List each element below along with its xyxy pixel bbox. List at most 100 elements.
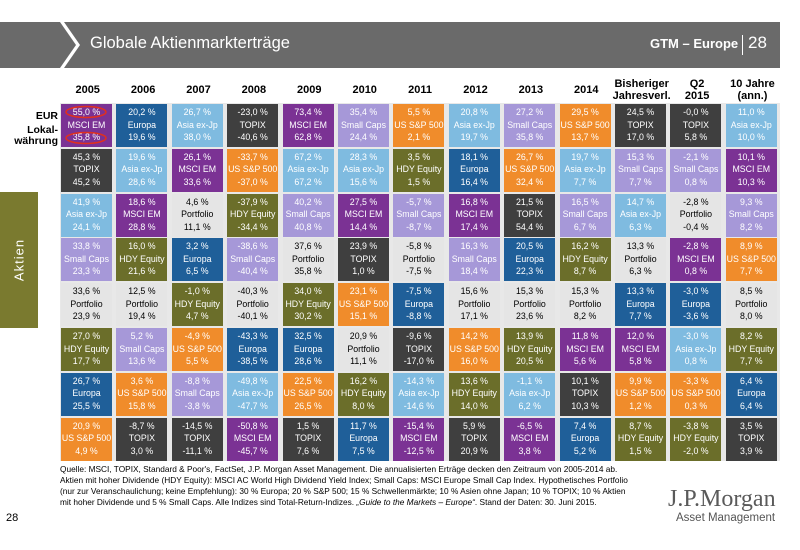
asset-class: TOPIX — [184, 433, 211, 444]
column-header: Q2 2015 — [684, 78, 710, 102]
return-cell: 8,2 % HDY Equity 7,7 % — [725, 328, 777, 371]
local-return: 1,5 % — [407, 176, 431, 187]
eur-return: 6,4 % — [740, 375, 763, 386]
return-cell: 13,6 % HDY Equity 14,0 % — [448, 372, 500, 416]
local-return: 32,4 % — [515, 176, 544, 187]
asset-class: Portfolio — [291, 253, 325, 264]
asset-class: HDY Equity — [63, 343, 110, 354]
eur-return: -8,7 % — [129, 420, 155, 431]
row-label-local-2: währung — [14, 135, 58, 147]
eur-return: 3,5 % — [740, 420, 763, 431]
eur-return: -3,8 % — [683, 420, 709, 431]
eur-return: -23,0 % — [237, 107, 268, 117]
source-footnote: Quelle: MSCI, TOPIX, Standard & Poor's, … — [60, 464, 635, 508]
return-cell: 13,3 % Portfolio 6,3 % — [615, 238, 666, 282]
eur-return: 27,5 % — [349, 196, 378, 207]
return-cell: 18,1 % Europa 16,4 % — [448, 148, 500, 192]
return-cell: -23,0 % TOPIX -40,6 % — [227, 104, 279, 147]
local-return: -3,8 % — [184, 400, 211, 411]
asset-class: US S&P 500 — [394, 119, 444, 130]
asset-class: TOPIX — [350, 253, 377, 264]
local-return: 23,3 % — [72, 266, 101, 277]
column-header: 2008 — [241, 84, 267, 96]
return-cell: -5,8 % Portfolio -7,5 % — [393, 238, 445, 282]
asset-class: Portfolio — [70, 298, 103, 309]
return-cell: 8,5 % Portfolio 8,0 % — [725, 283, 777, 327]
eur-return: -4,9 % — [184, 331, 211, 341]
local-return: -0,4 % — [683, 221, 709, 232]
eur-return: -5,8 % — [406, 241, 432, 252]
eur-return: 32,5 % — [294, 331, 322, 341]
asset-class: Asia ex-Jp — [121, 164, 163, 175]
asset-class: Small Caps — [341, 119, 386, 130]
local-return: 6,3 % — [629, 266, 652, 277]
return-cell: -50,8 % MSCI EM -45,7 % — [227, 417, 279, 461]
eur-return: 41,9 % — [72, 196, 101, 207]
asset-class: HDY Equity — [174, 298, 220, 309]
column-header: 2012 — [463, 84, 488, 96]
local-return: 28,6 % — [294, 356, 322, 366]
eur-return: -1,0 % — [184, 286, 211, 297]
column-header: 2007 — [186, 84, 211, 96]
asset-class: Europa — [737, 388, 766, 399]
asset-class: Europa — [127, 119, 157, 130]
eur-return: -8,8 % — [184, 375, 211, 386]
eur-return: 16,3 % — [460, 241, 488, 252]
local-return: 17,4 % — [460, 221, 488, 232]
eur-return: -43,3 % — [237, 331, 268, 341]
eur-return: 5,5 % — [407, 107, 431, 117]
footnote-guide-title: „Guide to the Markets – Europe“ — [356, 497, 475, 507]
return-cell: 4,6 % Portfolio 11,1 % — [171, 193, 223, 237]
footnote-date: . Stand der Daten: 30. Juni 2015. — [474, 497, 597, 507]
return-cell: 5,2 % Small Caps 13,6 % — [116, 328, 168, 371]
return-cell: 8,9 % US S&P 500 7,7 % — [725, 238, 777, 282]
asset-class: US S&P 500 — [228, 164, 278, 175]
eur-return: -49,8 % — [237, 375, 268, 386]
eur-return: -3,0 % — [683, 331, 709, 341]
eur-return: 3,6 % — [130, 375, 154, 386]
local-return: 3,9 % — [740, 445, 763, 456]
local-return: -14,6 % — [403, 400, 435, 411]
local-return: 3,0 % — [130, 445, 154, 456]
local-return: -34,4 % — [237, 221, 268, 232]
eur-return: 11,7 % — [350, 420, 377, 431]
asset-class: Portfolio — [181, 209, 214, 220]
eur-return: -2,8 % — [683, 241, 709, 252]
local-return: 24,1 % — [72, 221, 101, 232]
return-cell: 27,0 % HDY Equity 17,7 % — [61, 328, 112, 371]
asset-class: Asia ex-Jp — [65, 209, 108, 220]
return-cell: 27,5 % MSCI EM 14,4 % — [338, 193, 389, 237]
eur-return: 16,0 % — [128, 241, 156, 252]
local-return: 4,9 % — [75, 445, 98, 456]
logo-main: J.P.Morgan — [668, 486, 776, 512]
return-cell: -1,1 % Asia ex-Jp 6,2 % — [504, 372, 556, 416]
local-return: 11,1 % — [350, 356, 377, 366]
asset-class: HDY Equity — [728, 343, 774, 354]
local-return: 17,1 % — [460, 311, 488, 322]
eur-return: 18,1 % — [460, 151, 488, 162]
return-cell: -37,9 % HDY Equity -34,4 % — [227, 193, 279, 237]
asset-class: HDY Equity — [119, 253, 165, 264]
eur-return: 26,1 % — [183, 151, 211, 162]
return-cell: -40,3 % Portfolio -40,1 % — [227, 283, 279, 327]
eur-return: 67,2 % — [294, 151, 322, 162]
eur-return: 20,9 % — [349, 331, 378, 341]
eur-return: 20,8 % — [460, 107, 488, 117]
return-cell: 32,5 % Europa 28,6 % — [282, 328, 334, 371]
return-cell: -38,6 % Small Caps -40,4 % — [227, 238, 279, 282]
local-return: 2,1 % — [407, 132, 431, 142]
column-header: 2014 — [574, 84, 599, 96]
return-cell: 3,5 % TOPIX 3,9 % — [725, 417, 777, 461]
asset-class: Small Caps — [396, 209, 442, 220]
return-cell: 34,0 % HDY Equity 30,2 % — [282, 283, 334, 327]
local-return: 20,5 % — [515, 356, 544, 366]
local-return: 25,5 % — [72, 400, 101, 411]
eur-return: 27,0 % — [72, 331, 101, 341]
eur-return: 19,7 % — [571, 151, 599, 162]
eur-return: -37,9 % — [237, 196, 268, 207]
local-return: 7,7 % — [629, 311, 652, 322]
return-cell: 19,7 % Asia ex-Jp 7,7 % — [559, 148, 611, 192]
eur-return: 40,2 % — [294, 196, 322, 207]
return-cell: 41,9 % Asia ex-Jp 24,1 % — [61, 193, 112, 237]
local-return: -47,7 % — [237, 400, 268, 411]
